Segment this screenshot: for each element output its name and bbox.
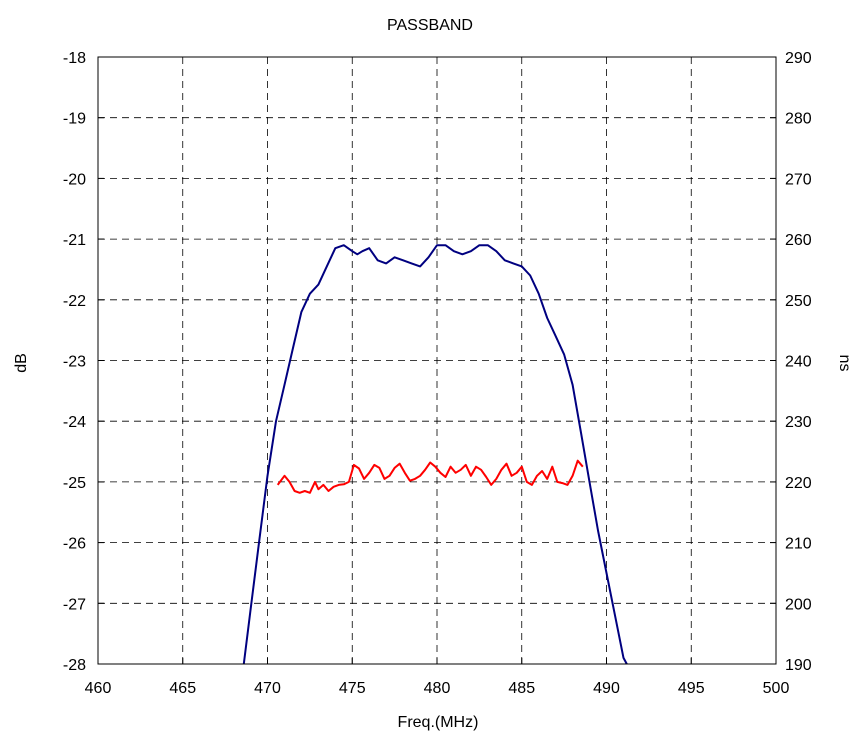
- x-tick-label: 495: [678, 680, 705, 697]
- series-group: [242, 244, 628, 665]
- axis-ticks: 460 465 470 475 480 485 490 495 500 -18 -19 -20 -21 -…: [63, 50, 812, 697]
- y-axis-title: dB: [13, 353, 30, 373]
- x-tick-label: 475: [339, 680, 366, 697]
- x-tick-label: 500: [763, 680, 790, 697]
- y-tick-label: -18: [63, 50, 86, 67]
- x-axis-title: Freq.(MHz): [398, 714, 479, 731]
- x-tick-label: 480: [424, 680, 451, 697]
- y-tick-label: -19: [63, 111, 86, 128]
- x-tick-label: 460: [85, 680, 112, 697]
- chart-title: PASSBAND: [387, 17, 473, 34]
- y2-tick-label: 250: [785, 293, 812, 310]
- y-tick-label: -25: [63, 475, 86, 492]
- x-tick-label: 485: [508, 680, 535, 697]
- y2-tick-label: 290: [785, 50, 812, 67]
- y2-tick-label: 220: [785, 475, 812, 492]
- y2-tick-label: 230: [785, 414, 812, 431]
- x-tick-label: 465: [169, 680, 196, 697]
- y2-tick-label: 240: [785, 354, 812, 371]
- y-tick-label: -22: [63, 293, 86, 310]
- grid: [98, 57, 776, 664]
- y-tick-label: -21: [63, 232, 86, 249]
- y2-tick-label: 200: [785, 596, 812, 613]
- insertion-loss-line: [242, 244, 628, 665]
- y-tick-label: -26: [63, 536, 86, 553]
- y-tick-label: -27: [63, 596, 86, 613]
- y2-tick-label: 270: [785, 171, 812, 188]
- y2-tick-label: 190: [785, 657, 812, 674]
- y2-tick-label: 210: [785, 536, 812, 553]
- y2-axis-title: ns: [836, 355, 853, 372]
- group-delay-line: [276, 459, 584, 494]
- x-tick-label: 470: [254, 680, 281, 697]
- y-tick-label: -28: [63, 657, 86, 674]
- y2-tick-label: 260: [785, 232, 812, 249]
- y-tick-label: -23: [63, 354, 86, 371]
- x-tick-label: 490: [593, 680, 620, 697]
- y-tick-label: -20: [63, 171, 86, 188]
- y-tick-label: -24: [63, 414, 86, 431]
- y2-tick-label: 280: [785, 111, 812, 128]
